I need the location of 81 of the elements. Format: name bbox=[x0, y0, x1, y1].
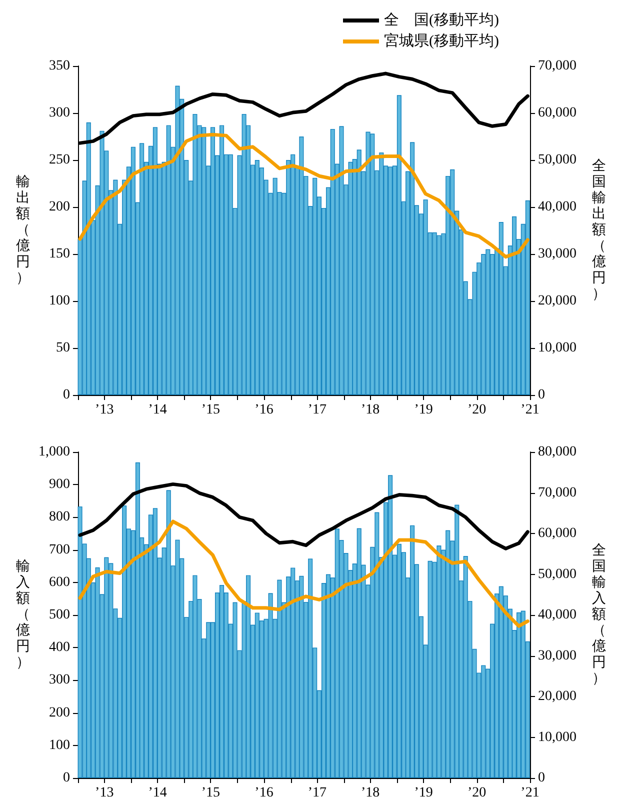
y2-tick-label: 80,000 bbox=[538, 444, 576, 460]
x-tick-label: ’14 bbox=[148, 402, 167, 418]
y-axis-title: 輸出額（億円） bbox=[16, 174, 30, 286]
y2-tick-label: 40,000 bbox=[538, 200, 576, 214]
x-tick-label: ’15 bbox=[201, 402, 220, 418]
y-tick-label: 100 bbox=[49, 294, 70, 308]
y2-tick-label: 0 bbox=[538, 770, 545, 786]
x-tick-label: ’14 bbox=[148, 786, 167, 800]
y2-tick-label: 60,000 bbox=[538, 106, 576, 120]
y-tick-label: 100 bbox=[49, 738, 70, 753]
bar bbox=[330, 128, 335, 395]
y2-tick-label: 70,000 bbox=[538, 485, 576, 500]
bar bbox=[268, 593, 273, 778]
x-tick-label: ’15 bbox=[201, 786, 220, 800]
x-tick-label: ’20 bbox=[467, 786, 486, 800]
y-tick-label: 0 bbox=[63, 388, 70, 402]
y2-tick-label: 30,000 bbox=[538, 648, 576, 664]
y-tick-label: 200 bbox=[49, 705, 70, 720]
y2-tick-label: 0 bbox=[538, 388, 545, 402]
bar bbox=[104, 557, 109, 778]
text: 全国輸出額（億円） bbox=[592, 159, 606, 302]
bar bbox=[140, 143, 144, 395]
bar bbox=[130, 146, 136, 395]
legend-label: 全 国(移動平均) bbox=[384, 12, 500, 28]
bar bbox=[396, 95, 402, 395]
x-tick-label: ’20 bbox=[467, 402, 486, 418]
y2-tick-label: 60,000 bbox=[538, 526, 576, 541]
line-series bbox=[78, 132, 530, 259]
y-tick-label: 700 bbox=[49, 542, 70, 558]
y-tick-label: 500 bbox=[49, 608, 70, 622]
x-tick-label: ’16 bbox=[254, 402, 274, 418]
x-tick-label: ’18 bbox=[361, 786, 380, 800]
y2-tick-label: 50,000 bbox=[538, 152, 576, 168]
y-tick-label: 50 bbox=[56, 340, 70, 356]
x-tick-label: ’17 bbox=[308, 402, 327, 418]
x-tick-label: ’19 bbox=[414, 402, 433, 418]
y2-tick-label: 10,000 bbox=[538, 340, 576, 356]
text: 全国輸入額（億円） bbox=[592, 544, 606, 686]
y-tick-label: 350 bbox=[49, 58, 70, 74]
bar bbox=[436, 546, 442, 778]
bar bbox=[370, 134, 375, 395]
bar bbox=[210, 127, 216, 395]
bar bbox=[436, 235, 442, 395]
y2-tick-label: 70,000 bbox=[538, 58, 576, 74]
bar bbox=[299, 136, 304, 395]
y-tick-label: 250 bbox=[49, 152, 70, 168]
y2-tick-label: 40,000 bbox=[538, 608, 576, 622]
x-tick-label: ’21 bbox=[520, 786, 540, 800]
legend-label: 宮城県(移動平均) bbox=[384, 32, 500, 50]
y2-tick-label: 20,000 bbox=[538, 294, 576, 308]
line-series bbox=[78, 520, 530, 628]
x-tick-label: ’13 bbox=[95, 786, 114, 800]
y-tick-label: 0 bbox=[63, 770, 70, 786]
bar bbox=[326, 574, 331, 778]
x-tick-label: ’13 bbox=[95, 402, 114, 418]
x-tick-label: ’16 bbox=[254, 786, 274, 800]
x-tick-label: ’18 bbox=[361, 402, 380, 418]
y-tick-label: 800 bbox=[49, 510, 70, 525]
y-tick-label: 300 bbox=[49, 672, 70, 688]
y-tick-label: 300 bbox=[49, 106, 70, 120]
y-tick-label: 150 bbox=[49, 246, 70, 262]
x-tick-label: ’17 bbox=[308, 786, 327, 800]
y2-tick-label: 30,000 bbox=[538, 246, 576, 262]
bar bbox=[95, 567, 100, 778]
x-tick-label: ’21 bbox=[520, 402, 540, 418]
bar bbox=[277, 580, 282, 778]
bar bbox=[428, 560, 432, 778]
y-tick-label: 1,000 bbox=[38, 444, 70, 460]
y-tick-label: 900 bbox=[49, 477, 70, 492]
y2-tick-label: 10,000 bbox=[538, 730, 576, 745]
y-tick-label: 200 bbox=[49, 200, 70, 214]
bar bbox=[299, 576, 304, 778]
y-tick-label: 400 bbox=[49, 640, 70, 656]
y2-tick-label: 20,000 bbox=[538, 689, 576, 704]
bar bbox=[246, 575, 251, 778]
y2-tick-label: 50,000 bbox=[538, 566, 576, 582]
bar bbox=[512, 216, 517, 395]
y-tick-label: 600 bbox=[49, 574, 70, 590]
x-tick-label: ’19 bbox=[414, 786, 433, 800]
bar bbox=[525, 200, 530, 395]
y-axis-title: 輸入額（億円） bbox=[16, 558, 30, 670]
